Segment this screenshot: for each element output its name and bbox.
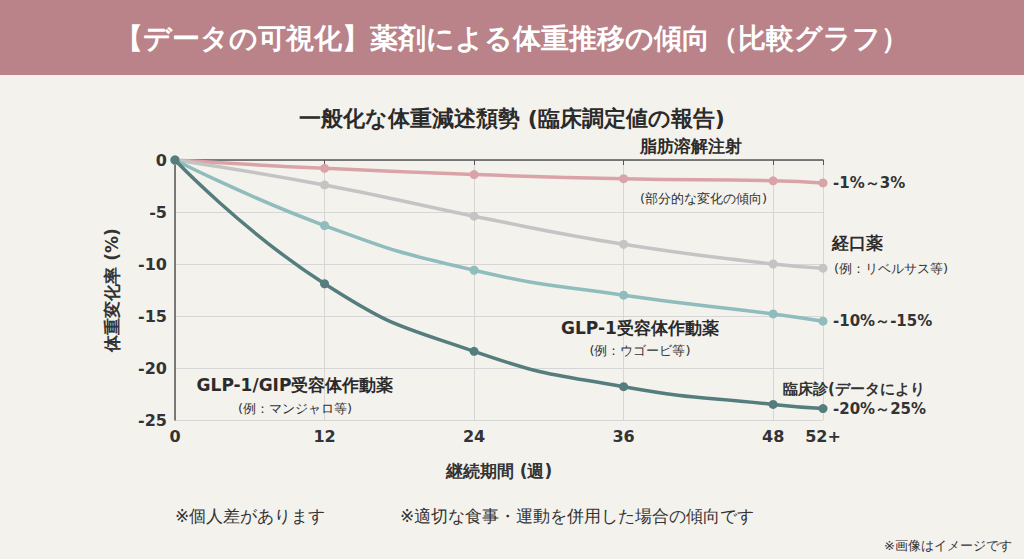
svg-text:12: 12 — [313, 427, 335, 446]
svg-text:一般化な体重減述頹勢 (臨床調定値の報告): 一般化な体重減述頹勢 (臨床調定値の報告) — [299, 106, 725, 131]
svg-text:継続期間 (週): 継続期間 (週) — [445, 461, 552, 481]
svg-text:24: 24 — [463, 427, 485, 446]
svg-text:-15: -15 — [138, 307, 167, 326]
svg-text:0: 0 — [169, 427, 180, 446]
svg-text:52+: 52+ — [805, 427, 841, 446]
svg-text:脂肪溶解注射: 脂肪溶解注射 — [639, 136, 742, 156]
svg-text:-5: -5 — [149, 203, 167, 222]
svg-text:-1%～3%: -1%～3% — [833, 174, 905, 192]
svg-text:経口薬: 経口薬 — [831, 233, 883, 253]
svg-text:-25: -25 — [138, 411, 167, 430]
svg-text:48: 48 — [762, 427, 784, 446]
svg-text:GLP-1/GIP受容体作動薬: GLP-1/GIP受容体作動薬 — [197, 375, 394, 395]
svg-text:GLP-1受容体作動薬: GLP-1受容体作動薬 — [561, 318, 719, 338]
svg-text:36: 36 — [612, 427, 634, 446]
svg-text:体重変化率 (%): 体重変化率 (%) — [102, 228, 122, 353]
svg-text:【データの可視化】薬剤による体重推移の傾向（比較グラフ）: 【データの可視化】薬剤による体重推移の傾向（比較グラフ） — [115, 22, 909, 55]
svg-text:-20: -20 — [138, 359, 167, 378]
svg-text:-10: -10 — [138, 255, 167, 274]
svg-text:(例：ウゴービ等): (例：ウゴービ等) — [589, 343, 690, 358]
svg-text:(部分的な変化の傾向): (部分的な変化の傾向) — [640, 191, 767, 206]
svg-text:※画像はイメージです: ※画像はイメージです — [884, 538, 1012, 553]
svg-text:臨床診(データにより: 臨床診(データにより — [783, 380, 925, 398]
svg-text:(例：マンジャロ等): (例：マンジャロ等) — [238, 401, 352, 416]
svg-text:0: 0 — [156, 151, 167, 170]
svg-text:(例：リベルサス等): (例：リベルサス等) — [834, 261, 948, 276]
svg-text:-20%～25%: -20%～25% — [833, 400, 926, 418]
svg-text:※個人差があります: ※個人差があります — [175, 506, 325, 526]
svg-text:-10%～-15%: -10%～-15% — [833, 312, 932, 330]
svg-text:※適切な食事・運動を併用した場合の傾向です: ※適切な食事・運動を併用した場合の傾向です — [400, 506, 754, 526]
